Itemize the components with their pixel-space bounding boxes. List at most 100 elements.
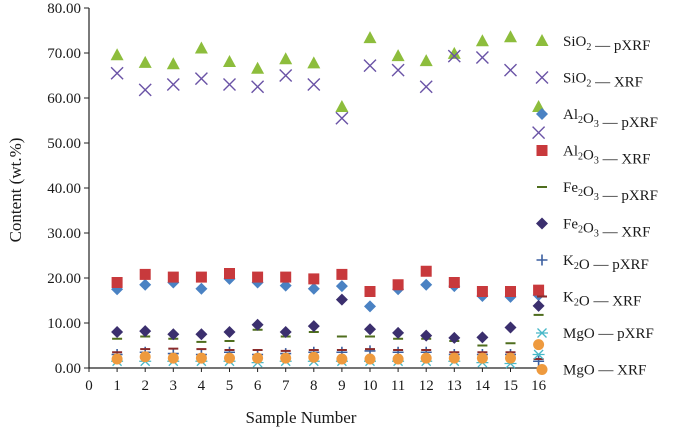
legend-label: Fe2O3 — pXRF: [563, 180, 658, 204]
y-tick-label: 20.00: [47, 271, 81, 287]
data-point: [532, 126, 546, 140]
data-point: [111, 353, 123, 365]
data-point: [167, 352, 179, 364]
series-1: [110, 49, 546, 140]
y-tick-label: 70.00: [47, 46, 81, 62]
data-point: [419, 54, 433, 67]
x-axis-title: Sample Number: [246, 408, 357, 427]
data-point: [476, 352, 488, 364]
x-tick-label: 6: [254, 378, 262, 394]
legend-item: K2O — XRF: [537, 290, 641, 310]
legend-item: Fe2O3 — XRF: [536, 217, 651, 241]
data-point: [476, 331, 489, 344]
data-point: [533, 355, 545, 367]
data-point: [336, 353, 348, 365]
axes: [84, 7, 547, 372]
y-tick-label: 10.00: [47, 316, 81, 332]
x-tick-label: 3: [170, 378, 178, 394]
legend-label: SiO2 — pXRF: [563, 34, 651, 54]
data-point: [252, 352, 264, 364]
x-tick-label: 10: [363, 378, 378, 394]
data-point: [110, 66, 124, 80]
data-point: [139, 351, 151, 363]
data-point: [307, 282, 320, 295]
data-point: [364, 323, 376, 336]
y-tick-label: 80.00: [47, 1, 81, 17]
x-tick-label: 0: [85, 378, 93, 394]
data-point: [279, 326, 292, 338]
data-point: [447, 49, 461, 63]
x-tick-label: 11: [391, 378, 405, 394]
data-point: [392, 326, 405, 339]
data-point: [138, 83, 152, 97]
data-point: [308, 351, 320, 363]
data-point: [139, 278, 152, 291]
data-point: [167, 271, 179, 283]
data-point: [392, 279, 404, 291]
data-point: [335, 100, 349, 112]
legend-item: K2O — pXRF: [536, 253, 649, 273]
y-tick-label: 30.00: [47, 226, 81, 242]
data-point: [364, 286, 376, 297]
x-tick-label: 15: [503, 378, 518, 394]
data-point: [195, 352, 207, 364]
data-point: [532, 349, 545, 360]
data-point: [195, 282, 208, 295]
y-axis-title: Content (wt.%): [6, 138, 25, 243]
data-point: [111, 326, 124, 338]
legend-item: Al2O3 — XRF: [536, 144, 651, 168]
x-tick-label: 5: [226, 378, 234, 394]
data-point: [307, 56, 321, 69]
x-tick-label: 16: [531, 378, 547, 394]
data-point: [195, 328, 208, 341]
x-tick-label: 7: [282, 378, 290, 394]
legend-item: SiO2 — XRF: [535, 71, 643, 91]
series-9: [111, 339, 545, 365]
x-tick-label: 13: [447, 378, 462, 394]
data-point: [223, 55, 236, 67]
y-tick-label: 60.00: [47, 91, 81, 107]
data-point: [475, 51, 489, 64]
legend-label: MgO — pXRF: [563, 326, 654, 342]
data-point: [223, 326, 236, 338]
series-3: [111, 265, 545, 297]
y-tick-label: 40.00: [47, 181, 81, 197]
data-point: [364, 353, 376, 365]
data-point: [504, 30, 517, 43]
legend-marker: [536, 217, 548, 230]
data-point: [392, 353, 404, 365]
legend-marker: [536, 328, 548, 338]
data-point: [223, 78, 236, 91]
legend-marker: [536, 364, 548, 375]
data-point: [420, 352, 432, 364]
data-point: [307, 320, 320, 333]
legend-marker: [536, 108, 548, 120]
data-point: [138, 55, 152, 68]
data-point: [505, 286, 516, 297]
data-point: [139, 268, 151, 280]
legend-item: Fe2O3 — pXRF: [537, 180, 658, 204]
data-point: [504, 63, 517, 77]
data-point: [420, 278, 433, 291]
legend-label: MgO — XRF: [563, 363, 646, 379]
data-point: [279, 279, 292, 292]
legend-label: K2O — pXRF: [563, 253, 649, 273]
legend-label: K2O — XRF: [563, 290, 641, 310]
data-point: [335, 293, 348, 306]
data-point: [391, 49, 405, 62]
data-point: [505, 352, 516, 364]
data-point: [532, 299, 545, 312]
data-point: [139, 325, 152, 338]
plot-area: [110, 30, 546, 369]
legend-label: Fe2O3 — XRF: [563, 217, 651, 241]
legend-item: Al2O3 — pXRF: [536, 107, 658, 131]
series-5: [111, 293, 545, 344]
legend-marker: [535, 71, 549, 84]
data-point: [280, 271, 292, 283]
y-tick-label: 0.00: [55, 361, 81, 377]
legend-item: MgO — XRF: [536, 363, 646, 379]
data-point: [252, 271, 264, 283]
data-point: [280, 352, 292, 364]
x-tick-label: 14: [475, 378, 491, 394]
data-point: [194, 41, 208, 54]
